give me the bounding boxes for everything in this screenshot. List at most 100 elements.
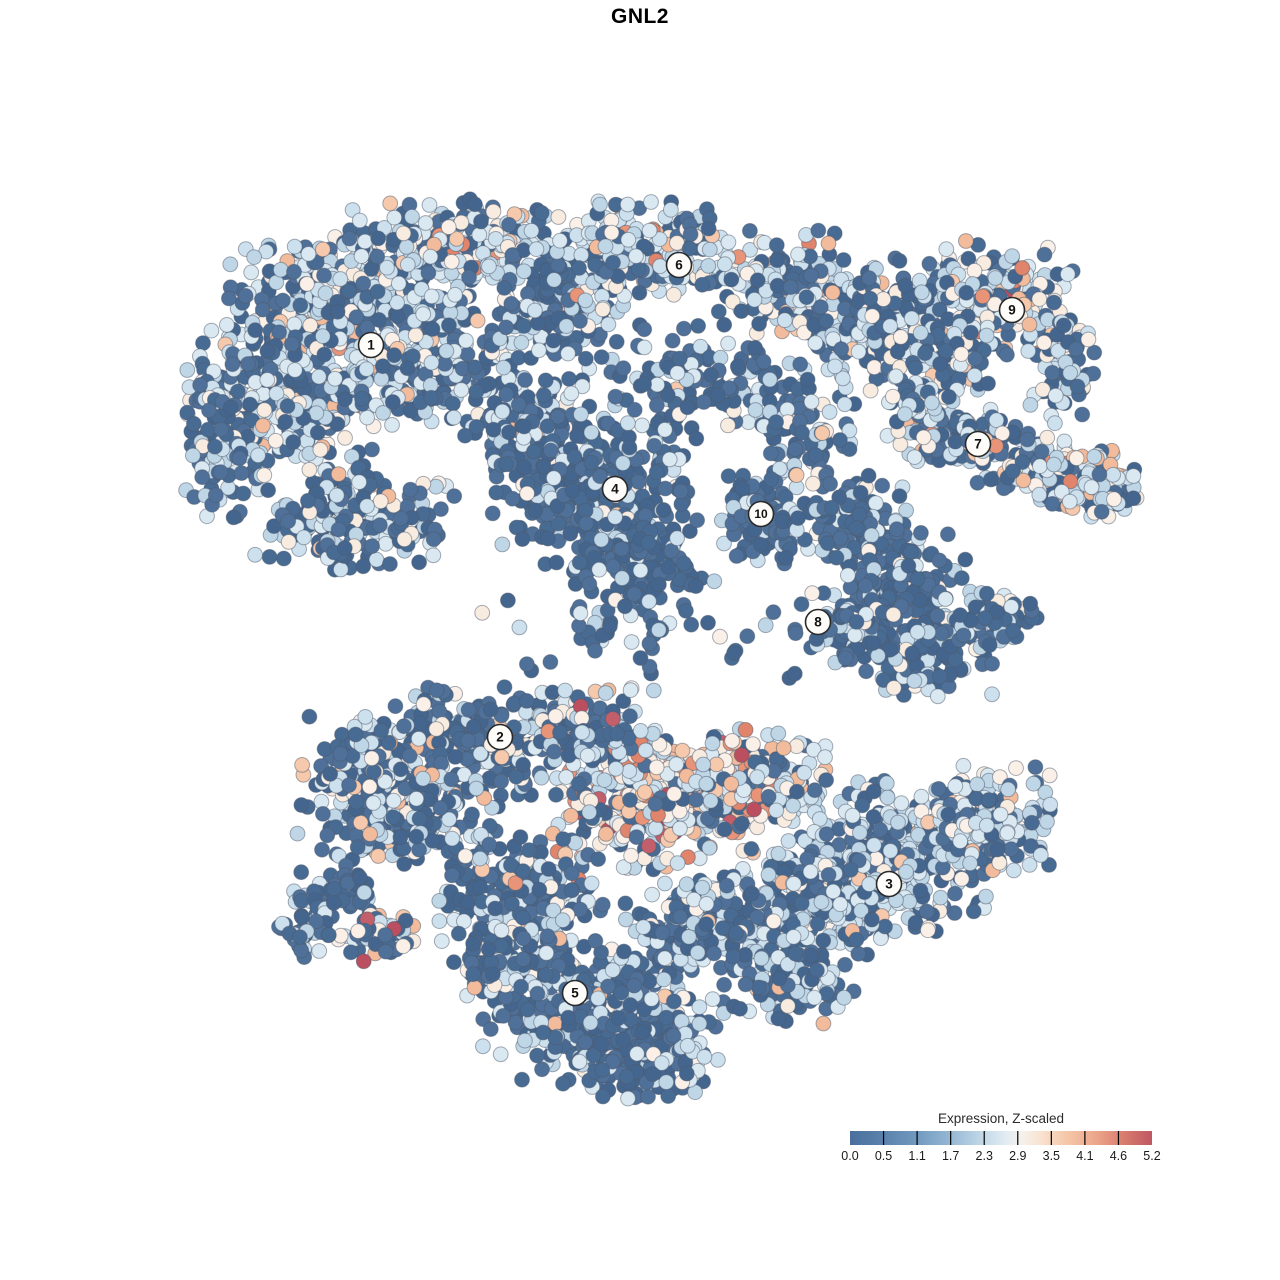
cell-point [1031, 486, 1048, 503]
cell-point [810, 222, 827, 239]
cell-point [710, 303, 727, 320]
cell-point [195, 335, 211, 352]
cell-point [626, 401, 643, 418]
cell-point [536, 387, 552, 404]
cell-point [979, 585, 995, 602]
cell-point [648, 464, 665, 481]
cell-point [453, 382, 470, 398]
cell-point [433, 501, 449, 518]
cell-point [657, 421, 673, 438]
cell-point [493, 773, 510, 790]
cell-point [242, 396, 258, 413]
cell-point [336, 540, 353, 556]
cell-point [726, 645, 742, 661]
cell-point [1093, 503, 1110, 520]
cell-point [703, 367, 719, 383]
cell-point [561, 371, 577, 387]
cell-point [504, 247, 521, 264]
cell-point [528, 241, 545, 258]
cell-point [496, 280, 513, 296]
cell-point [1106, 491, 1122, 508]
cell-point [1005, 622, 1021, 639]
cell-point [863, 527, 880, 544]
cell-point [907, 359, 924, 376]
cell-point [224, 356, 241, 373]
cell-point [337, 430, 353, 446]
cell-point [882, 318, 898, 335]
cell-point [875, 291, 892, 308]
cell-point [903, 544, 919, 560]
cell-point [787, 441, 804, 458]
cell-point [237, 288, 254, 304]
cell-point [351, 474, 368, 491]
cell-point [650, 622, 667, 638]
cell-point [769, 252, 785, 269]
cell-point [314, 328, 331, 345]
cell-point [931, 552, 948, 569]
cell-point [1014, 260, 1031, 276]
cell-point [1062, 365, 1079, 381]
cell-point [739, 628, 756, 645]
cell-point [423, 288, 440, 305]
cell-point [328, 487, 345, 504]
cell-point [243, 264, 260, 281]
cell-point [700, 614, 716, 631]
cell-point [768, 237, 785, 254]
cell-point [256, 467, 273, 484]
cell-point [431, 703, 448, 720]
cell-point [503, 295, 520, 312]
cell-point [1068, 341, 1084, 358]
cell-point [573, 406, 589, 423]
cell-point [422, 248, 439, 265]
cell-point [676, 555, 692, 572]
cell-point [1061, 493, 1078, 510]
cell-point [566, 449, 583, 465]
cell-point [852, 484, 869, 501]
cell-point [1055, 317, 1072, 334]
cell-point [447, 749, 464, 765]
cell-point [545, 470, 562, 487]
cell-point [824, 284, 841, 301]
cell-point [519, 485, 535, 502]
cell-point [225, 509, 242, 526]
cell-point [485, 421, 502, 438]
cell-point [382, 195, 399, 212]
cell-point [728, 548, 745, 564]
cell-point [787, 625, 804, 642]
cell-point [550, 257, 567, 274]
cell-point [425, 547, 442, 564]
cell-point [384, 394, 401, 410]
cell-point [720, 234, 737, 251]
cell-point [438, 343, 455, 359]
cell-point [1105, 466, 1121, 483]
cell-point [583, 454, 600, 471]
cell-point [701, 241, 718, 258]
cell-point [657, 480, 674, 497]
cell-point [912, 325, 929, 341]
cell-point [952, 607, 969, 623]
cell-point [628, 248, 644, 265]
cell-point [716, 256, 733, 273]
cell-point [398, 239, 415, 255]
cell-point [804, 585, 821, 602]
cell-point [424, 321, 441, 337]
cell-point [763, 471, 780, 488]
cell-point [460, 702, 477, 718]
cell-point [473, 213, 489, 230]
cell-point [468, 383, 485, 400]
cell-point [958, 233, 974, 249]
cell-point [664, 332, 681, 349]
cell-point [563, 385, 580, 402]
cell-point [923, 394, 940, 411]
cell-point [233, 465, 250, 482]
cell-point [832, 432, 848, 448]
cell-point [471, 226, 488, 243]
cell-point [279, 398, 296, 415]
cell-point [885, 388, 901, 405]
cell-point [246, 249, 263, 266]
cell-point [504, 490, 521, 507]
cell-point [906, 449, 923, 466]
cell-point [983, 471, 999, 488]
cell-point [423, 354, 440, 371]
cell-point [933, 625, 950, 642]
